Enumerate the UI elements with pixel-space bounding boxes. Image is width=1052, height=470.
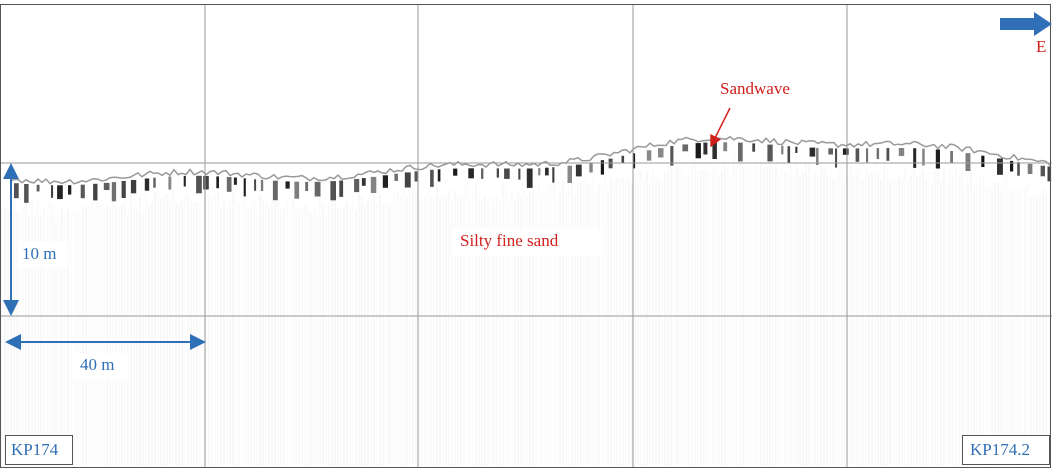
reflector-mark [339, 181, 343, 197]
reflector-mark [394, 174, 398, 181]
reflector-mark [57, 185, 63, 199]
reflector-mark [244, 178, 246, 196]
reflector-mark [877, 148, 880, 159]
reflector-mark [828, 148, 833, 154]
reflector-mark [453, 169, 457, 176]
reflector-mark [997, 159, 1003, 175]
reflector-mark [810, 148, 816, 157]
reflector-mark [227, 177, 232, 192]
reflector-mark [658, 148, 664, 157]
reflector-mark [430, 170, 434, 187]
reflector-mark [1017, 162, 1020, 176]
reflector-mark [112, 182, 116, 201]
reflector-mark [552, 167, 554, 182]
reflector-mark [168, 177, 171, 190]
reflector-mark [712, 142, 717, 159]
reflector-mark [481, 168, 483, 179]
reflector-mark [122, 181, 126, 198]
reflector-mark [153, 178, 155, 188]
reflector-mark [145, 179, 149, 191]
reflector-mark [93, 184, 97, 201]
reflector-mark [196, 176, 202, 194]
sandwave-label: Sandwave [720, 79, 790, 98]
reflector-mark [234, 178, 237, 185]
reflector-mark [81, 185, 85, 199]
reflector-mark [131, 180, 136, 193]
reflector-mark [950, 151, 953, 163]
reflector-mark [184, 176, 186, 187]
reflector-mark [1010, 161, 1013, 172]
reflector-mark [294, 182, 299, 199]
reflector-mark [899, 148, 904, 156]
reflector-mark [788, 146, 791, 163]
reflector-mark [703, 143, 707, 155]
vertical-scale-label: 10 m [22, 244, 56, 263]
reflector-mark [781, 146, 783, 155]
sediment-label: Silty fine sand [460, 231, 559, 250]
reflector-mark [504, 169, 510, 179]
reflector-mark [216, 176, 219, 188]
reflector-mark [371, 177, 377, 193]
direction-label: E [1036, 37, 1046, 56]
reflector-mark [14, 183, 19, 198]
horizontal-scale-label: 40 m [80, 355, 114, 374]
reflector-mark [273, 181, 278, 201]
reflector-mark [887, 148, 890, 161]
reflector-mark [866, 148, 868, 162]
reflector-mark [682, 144, 688, 151]
station-start: KP174 [11, 440, 59, 459]
reflector-mark [913, 148, 916, 168]
reflector-mark [1041, 166, 1045, 177]
reflector-mark [24, 184, 29, 203]
reflector-mark [405, 172, 411, 187]
reflector-mark [723, 142, 727, 151]
reflector-mark [538, 168, 540, 175]
reflector-mark [835, 148, 837, 167]
reflector-mark [981, 156, 984, 167]
reflector-mark [37, 185, 40, 192]
reflector-mark [261, 180, 263, 191]
reflector-mark [362, 178, 366, 186]
reflector-mark [843, 148, 849, 154]
reflector-mark [254, 179, 256, 191]
reflector-mark [315, 182, 321, 197]
reflector-mark [286, 181, 290, 188]
reflector-mark [545, 168, 549, 176]
reflector-mark [104, 183, 110, 190]
reflector-mark [568, 166, 573, 183]
reflector-mark [51, 185, 53, 198]
reflector-mark [383, 175, 388, 188]
reflector-mark [767, 145, 772, 162]
reflector-mark [752, 143, 755, 151]
reflector-mark [305, 182, 308, 191]
reflector-mark [622, 156, 625, 164]
reflector-mark [795, 147, 797, 153]
reflector-mark [203, 176, 209, 190]
station-end: KP174.2 [970, 440, 1030, 459]
reflector-mark [601, 160, 604, 174]
reflector-mark [647, 150, 652, 160]
profile-figure: 10 m 40 m Silty fine sand Sandwave E KP1… [0, 0, 1052, 470]
reflector-mark [438, 169, 441, 181]
reflector-mark [518, 169, 520, 180]
reflector-mark [527, 169, 533, 188]
reflector-mark [936, 150, 940, 169]
reflector-mark [589, 162, 592, 172]
reflector-mark [354, 179, 359, 192]
reflector-mark [68, 185, 71, 194]
reflector-mark [966, 153, 971, 171]
reflector-mark [816, 148, 819, 165]
reflector-mark [856, 148, 860, 161]
reflector-mark [330, 181, 336, 200]
reflector-mark [468, 168, 474, 178]
reflector-mark [738, 143, 743, 162]
reflector-mark [1028, 164, 1033, 174]
reflector-mark [696, 143, 701, 158]
reflector-mark [497, 168, 499, 177]
reflector-mark [576, 165, 582, 177]
